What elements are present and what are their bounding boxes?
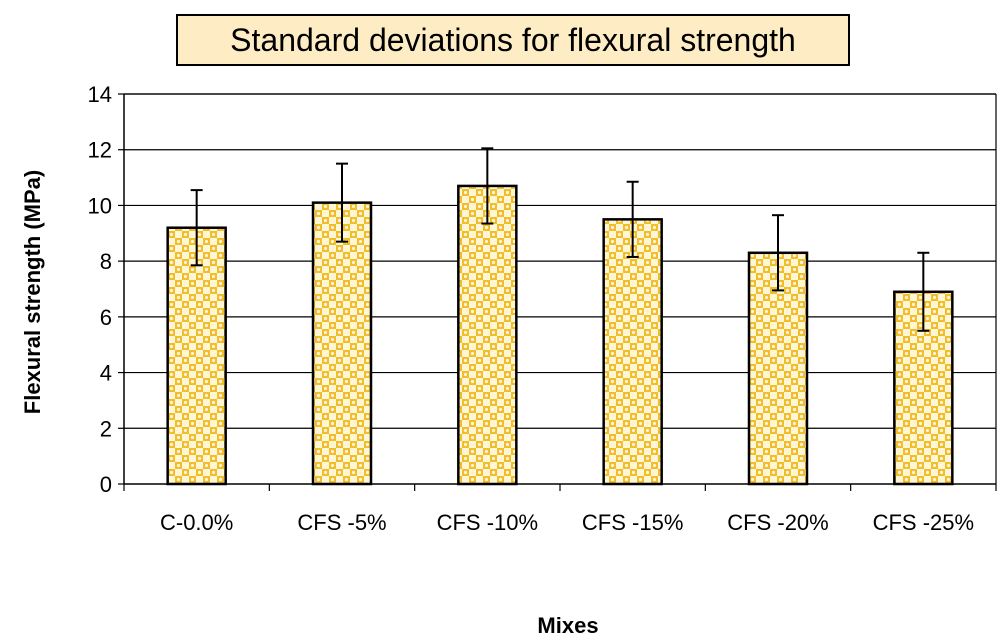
x-tick-label: CFS -15% [582, 510, 683, 535]
bar [602, 218, 663, 486]
y-tick-label: 14 [88, 82, 112, 107]
y-tick-label: 10 [88, 193, 112, 218]
x-tick-label: CFS -5% [297, 510, 386, 535]
y-tick-label: 8 [100, 249, 112, 274]
bar [457, 184, 518, 486]
x-tick-label: CFS -25% [873, 510, 974, 535]
chart-title: Standard deviations for flexural strengt… [176, 14, 850, 66]
y-tick-label: 0 [100, 472, 112, 497]
bar [311, 201, 373, 486]
x-axis-label: Mixes [537, 613, 598, 638]
x-tick-label: C-0.0% [160, 510, 233, 535]
y-tick-label: 6 [100, 305, 112, 330]
y-tick-label: 2 [100, 416, 112, 441]
x-tick-label: CFS -10% [437, 510, 538, 535]
y-tick-label: 4 [100, 361, 112, 386]
y-axis-label: Flexural strength (MPa) [20, 170, 45, 414]
y-tick-label: 12 [88, 138, 112, 163]
x-tick-label: CFS -20% [727, 510, 828, 535]
